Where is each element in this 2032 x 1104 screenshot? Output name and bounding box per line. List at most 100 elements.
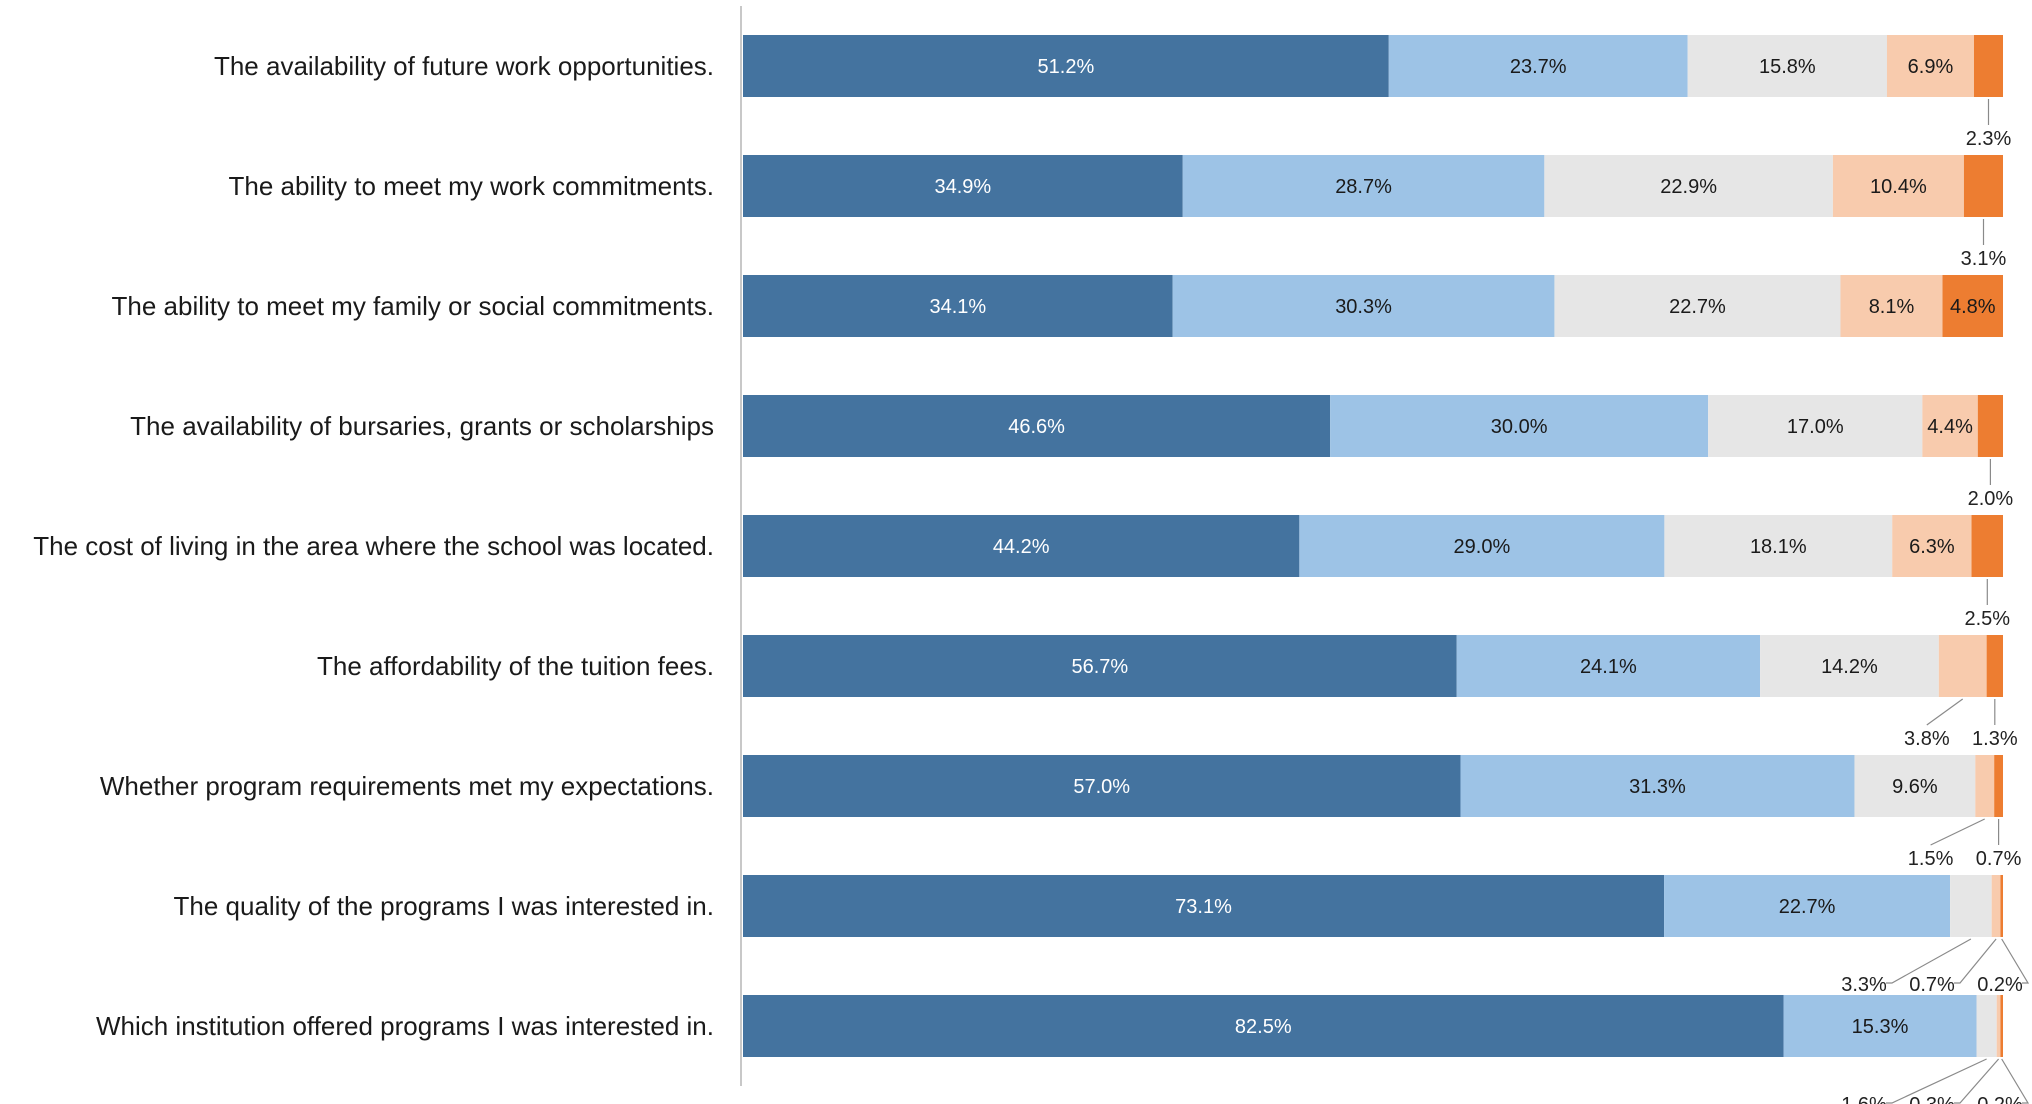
bar-segment-series-5 <box>1977 395 2003 457</box>
bar-segment-series-1 <box>743 755 1461 817</box>
data-label: 46.6% <box>1008 416 1065 438</box>
bar-segment-series-4 <box>1886 35 1974 97</box>
leader-line <box>1886 938 1972 984</box>
category-label: Whether program requirements met my expe… <box>100 771 714 801</box>
bar-segment-series-4 <box>1922 395 1978 457</box>
bar-segment-series-5 <box>1986 635 2003 697</box>
bar-segment-series-5 <box>2000 875 2003 937</box>
data-label: 34.9% <box>935 176 992 198</box>
data-label: 29.0% <box>1454 536 1511 558</box>
bar-segment-series-1 <box>743 155 1183 217</box>
data-label-outside: 3.1% <box>1961 248 2007 270</box>
category-label: The quality of the programs I was intere… <box>174 891 715 921</box>
data-label-outside: 2.3% <box>1966 128 2012 150</box>
bar-segment-series-4 <box>1991 875 2001 937</box>
data-label-outside: 1.5% <box>1908 848 1954 870</box>
data-label: 24.1% <box>1580 656 1637 678</box>
data-label: 10.4% <box>1870 176 1927 198</box>
data-label: 6.3% <box>1909 536 1955 558</box>
bar-segment-series-3 <box>1976 995 1997 1057</box>
data-label-outside: 2.5% <box>1964 608 2010 630</box>
data-label: 18.1% <box>1750 536 1807 558</box>
category-label: The cost of living in the area where the… <box>33 531 714 561</box>
data-label-outside: 1.3% <box>1972 728 2018 750</box>
bar-segment-series-1 <box>743 635 1457 697</box>
bar-segment-series-3 <box>1950 875 1992 937</box>
data-label: 30.3% <box>1335 296 1392 318</box>
data-label: 4.4% <box>1927 416 1973 438</box>
category-label: The ability to meet my work commitments. <box>229 171 714 201</box>
leader-line <box>1926 698 1964 726</box>
data-label-outside: 0.7% <box>1909 974 1955 996</box>
data-label: 17.0% <box>1787 416 1844 438</box>
leader-line <box>1954 938 1997 984</box>
bar-segment-series-1 <box>743 395 1331 457</box>
data-label-outside: 2.0% <box>1968 488 2014 510</box>
data-label: 44.2% <box>993 536 1050 558</box>
data-label: 31.3% <box>1629 776 1686 798</box>
bar-segment-series-2 <box>1664 875 1951 937</box>
bar-segment-series-4 <box>1975 755 1995 817</box>
data-label-outside: 0.3% <box>1909 1094 1955 1104</box>
bar-segment-series-3 <box>1664 515 1893 577</box>
labels-layer: The availability of future work opportun… <box>33 51 2023 1104</box>
leader-line <box>1930 818 1985 846</box>
data-label: 22.7% <box>1669 296 1726 318</box>
bar-segment-series-4 <box>1938 635 1987 697</box>
bar-segment-series-3 <box>1687 35 1887 97</box>
bar-segment-series-1 <box>743 275 1173 337</box>
data-label: 28.7% <box>1335 176 1392 198</box>
data-label-outside: 0.2% <box>1977 1094 2023 1104</box>
bar-segment-series-3 <box>1708 395 1923 457</box>
bar-segment-series-4 <box>1832 155 1964 217</box>
bar-segment-series-4 <box>1840 275 1943 337</box>
data-label: 23.7% <box>1510 56 1567 78</box>
bar-segment-series-5 <box>1942 275 2003 337</box>
bar-segment-series-2 <box>1172 275 1555 337</box>
bar-segment-series-3 <box>1760 635 1939 697</box>
bar-segment-series-3 <box>1554 275 1841 337</box>
bar-segment-series-2 <box>1299 515 1665 577</box>
data-label: 4.8% <box>1950 296 1996 318</box>
data-label: 15.8% <box>1759 56 1816 78</box>
bar-segment-series-5 <box>1973 35 2003 97</box>
data-label: 56.7% <box>1071 656 1128 678</box>
bar-segment-series-2 <box>1456 635 1761 697</box>
bar-segment-series-2 <box>1783 995 1977 1057</box>
bar-segment-series-5 <box>1994 755 2003 817</box>
bars-layer <box>743 35 2003 1057</box>
bar-segment-series-5 <box>1971 515 2003 577</box>
data-label: 6.9% <box>1908 56 1954 78</box>
data-label: 14.2% <box>1821 656 1878 678</box>
bar-segment-series-1 <box>743 35 1389 97</box>
leader-line <box>2001 938 2030 984</box>
data-label: 22.9% <box>1660 176 1717 198</box>
leader-lines-layer <box>1886 99 2030 1104</box>
bar-segment-series-1 <box>743 995 1784 1057</box>
data-label: 51.2% <box>1038 56 1095 78</box>
data-label: 22.7% <box>1779 896 1836 918</box>
bar-segment-series-1 <box>743 875 1665 937</box>
bar-segment-series-4 <box>1892 515 1972 577</box>
bar-segment-series-2 <box>1182 155 1545 217</box>
bar-segment-series-2 <box>1330 395 1709 457</box>
bar-segment-series-3 <box>1544 155 1833 217</box>
bar-segment-series-1 <box>743 515 1300 577</box>
bar-segment-series-4 <box>1996 995 2001 1057</box>
bar-segment-series-5 <box>1963 155 2003 217</box>
data-label-outside: 1.6% <box>1841 1094 1887 1104</box>
data-label: 34.1% <box>929 296 986 318</box>
bar-segment-series-2 <box>1460 755 1855 817</box>
category-label: Which institution offered programs I was… <box>96 1011 714 1041</box>
data-label: 57.0% <box>1073 776 1130 798</box>
data-label: 9.6% <box>1892 776 1938 798</box>
data-label: 15.3% <box>1852 1016 1909 1038</box>
data-label-outside: 0.7% <box>1976 848 2022 870</box>
data-label: 8.1% <box>1869 296 1915 318</box>
bar-segment-series-3 <box>1854 755 1976 817</box>
category-label: The availability of future work opportun… <box>214 51 714 81</box>
bar-segment-series-5 <box>2000 995 2003 1057</box>
data-label: 82.5% <box>1235 1016 1292 1038</box>
data-label-outside: 0.2% <box>1977 974 2023 996</box>
